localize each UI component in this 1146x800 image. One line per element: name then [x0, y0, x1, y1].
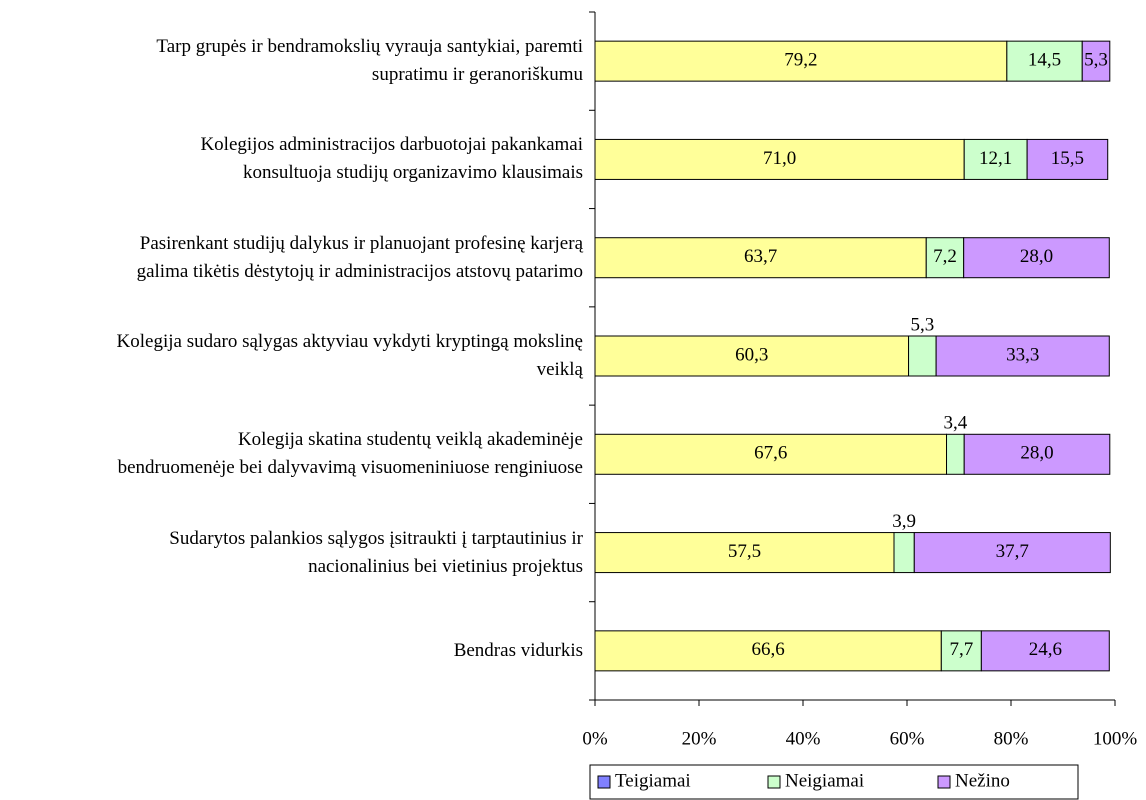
value-label: 5,3 [1084, 50, 1108, 71]
value-label: 3,4 [943, 413, 967, 434]
value-label: 37,7 [996, 541, 1029, 562]
bar-segment [908, 335, 937, 377]
legend-box [589, 764, 1079, 800]
value-label: 33,3 [1006, 344, 1039, 365]
x-tick-label: 0% [582, 728, 608, 749]
category-label: Sudarytos palankios sąlygos įsitraukti į… [169, 527, 583, 577]
category-label: Kolegija skatina studentų veiklą akademi… [117, 429, 583, 479]
legend-label: Neigiamai [785, 770, 864, 791]
value-label: 24,6 [1029, 639, 1062, 660]
x-tick-label: 60% [890, 728, 925, 749]
bar-segment [1081, 40, 1111, 82]
x-tick-label: 20% [682, 728, 717, 749]
bar-segment [594, 138, 965, 180]
category-label: Bendras vidurkis [453, 639, 583, 661]
value-label: 15,5 [1051, 148, 1084, 169]
bar-segment [1006, 40, 1083, 82]
value-label: 28,0 [1020, 246, 1053, 267]
category-label: Pasirenkant studijų dalykus ir planuojan… [136, 232, 583, 282]
category-label: Kolegijos administracijos darbuotojai pa… [200, 134, 583, 184]
value-label: 7,2 [933, 246, 957, 267]
legend-swatch [937, 775, 951, 789]
value-label: 66,6 [752, 639, 785, 660]
bar-segment [963, 433, 1111, 475]
bar-segment [594, 237, 927, 279]
value-label: 60,3 [735, 344, 768, 365]
bar-segment [594, 433, 948, 475]
bar-segment [946, 433, 965, 475]
bar-segment [594, 335, 910, 377]
bar-segment [963, 237, 1110, 279]
legend-swatch [597, 775, 611, 789]
bar-segment [935, 335, 1110, 377]
value-label: 3,9 [892, 511, 916, 532]
legend-swatch [767, 775, 781, 789]
value-label: 57,5 [728, 541, 761, 562]
bar-segment [925, 237, 965, 279]
value-label: 71,0 [763, 148, 796, 169]
value-label: 67,6 [754, 443, 787, 464]
bar-segment [913, 532, 1111, 574]
value-label: 14,5 [1028, 50, 1061, 71]
legend-label: Teigiamai [615, 770, 691, 791]
category-label: Tarp grupės ir bendramokslių vyrauja san… [156, 36, 583, 86]
bar-segment [594, 630, 942, 672]
category-label: Kolegija sudaro sąlygas aktyviau vykdyti… [116, 331, 583, 380]
value-label: 79,2 [784, 50, 817, 71]
value-label: 28,0 [1020, 443, 1053, 464]
bar-segment [893, 532, 915, 574]
bar-segment [980, 630, 1110, 672]
value-label: 5,3 [910, 314, 934, 335]
bar-segment [963, 138, 1028, 180]
x-tick-label: 100% [1093, 728, 1138, 749]
x-tick-label: 80% [994, 728, 1029, 749]
legend-label: Nežino [955, 770, 1010, 791]
value-label: 7,7 [949, 639, 973, 660]
value-label: 63,7 [744, 246, 777, 267]
x-tick-label: 40% [786, 728, 821, 749]
value-label: 12,1 [979, 148, 1012, 169]
bar-segment [594, 40, 1008, 82]
bar-segment [594, 532, 895, 574]
bar-segment [1026, 138, 1109, 180]
